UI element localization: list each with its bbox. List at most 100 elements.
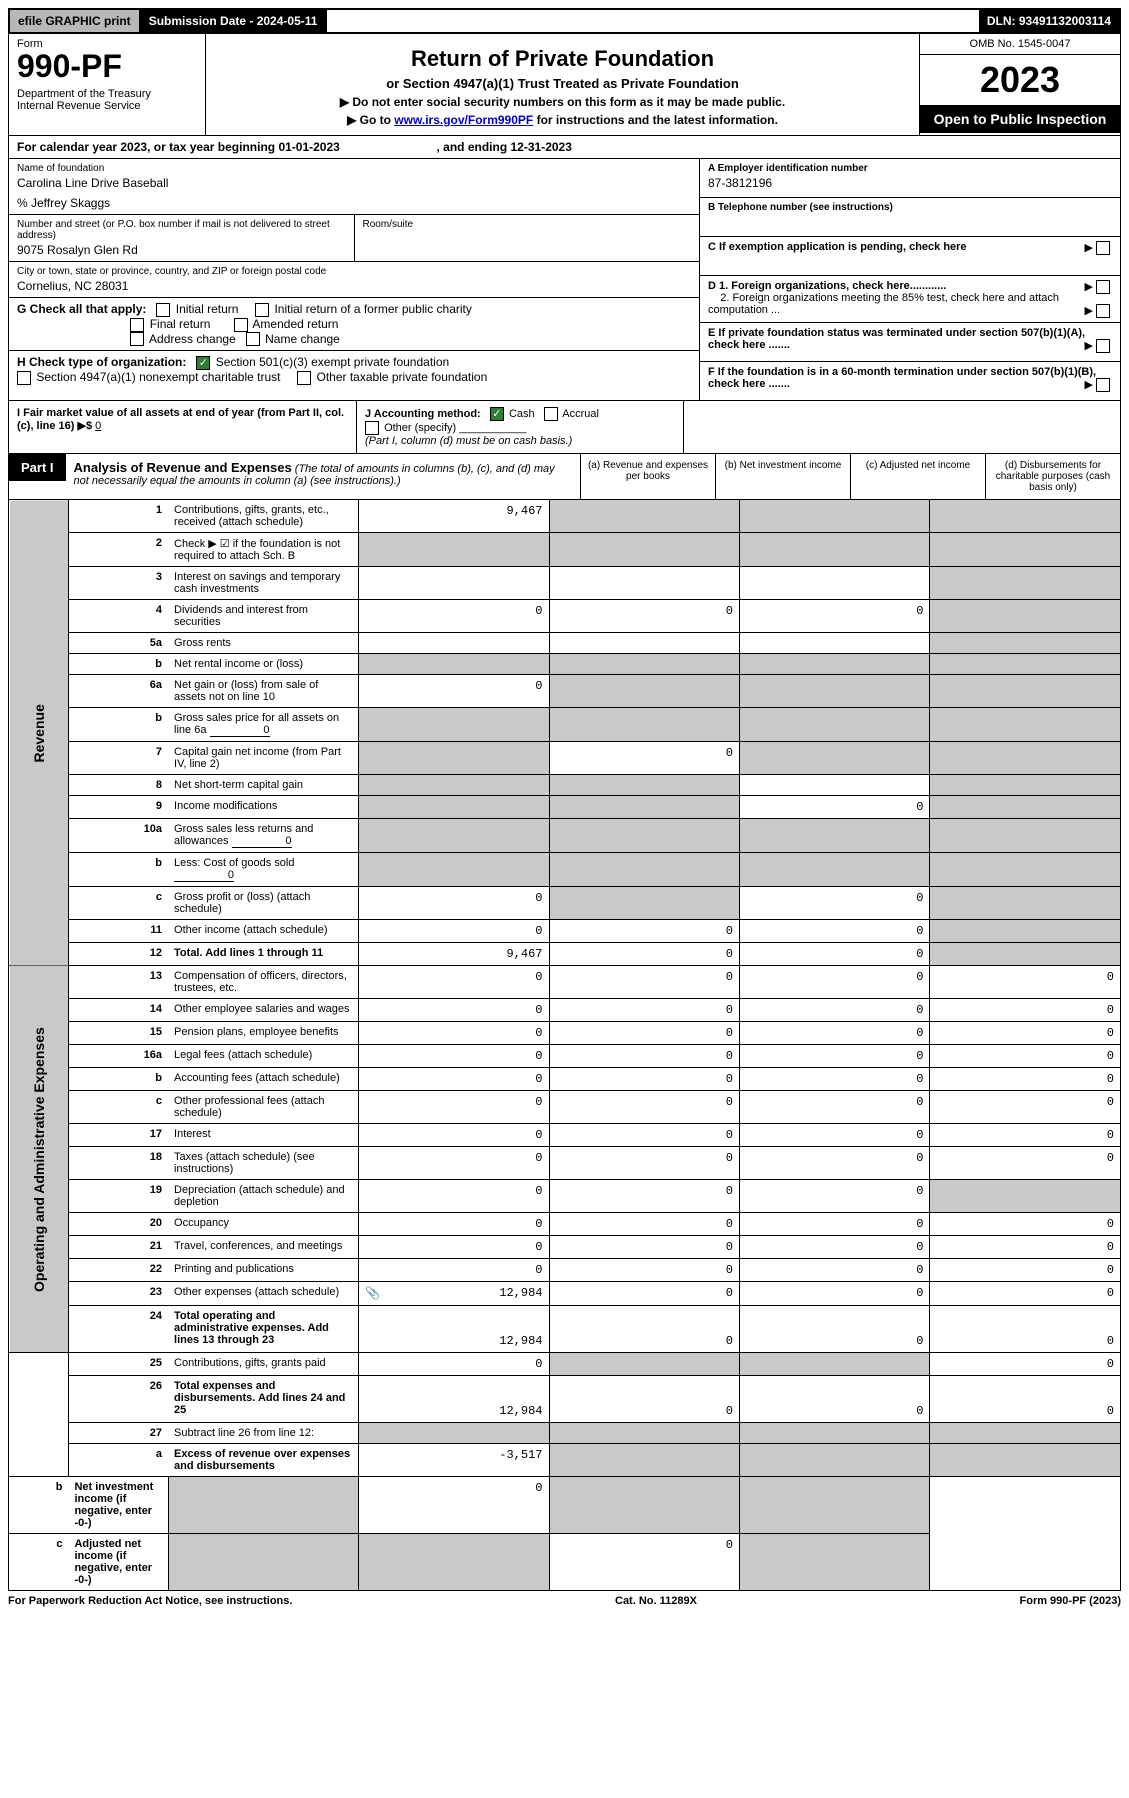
checkbox-other-taxable[interactable] bbox=[297, 371, 311, 385]
cell-c: 0 bbox=[739, 1068, 929, 1091]
top-bar: efile GRAPHIC print Submission Date - 20… bbox=[8, 8, 1121, 34]
cell-b bbox=[549, 1353, 739, 1376]
cell-b: 0 bbox=[549, 1282, 739, 1306]
cell-c bbox=[739, 533, 929, 567]
cell-c: 0 bbox=[739, 999, 929, 1022]
checkbox-e[interactable] bbox=[1096, 339, 1110, 353]
cell-d: 0 bbox=[930, 1282, 1121, 1306]
cell-d bbox=[930, 500, 1121, 533]
cell-d bbox=[930, 708, 1121, 742]
line-description: Gross sales price for all assets on line… bbox=[168, 708, 358, 742]
line-number: 19 bbox=[68, 1180, 168, 1213]
line-number: 8 bbox=[68, 775, 168, 796]
cell-d: 0 bbox=[930, 999, 1121, 1022]
cell-c: 0 bbox=[739, 887, 929, 920]
cell-b: 0 bbox=[359, 1477, 549, 1534]
line-description: Taxes (attach schedule) (see instruction… bbox=[168, 1147, 358, 1180]
room-label: Room/suite bbox=[363, 219, 692, 230]
open-to-public: Open to Public Inspection bbox=[920, 105, 1120, 133]
cell-a: 9,467 bbox=[359, 500, 549, 533]
checkbox-other-method[interactable] bbox=[365, 421, 379, 435]
checkbox-cash[interactable]: ✓ bbox=[490, 407, 504, 421]
cell-a: 0 bbox=[359, 1180, 549, 1213]
cell-a: 0 bbox=[359, 966, 549, 999]
checkbox-f[interactable] bbox=[1096, 378, 1110, 392]
line-number: 20 bbox=[68, 1213, 168, 1236]
cell-b: 0 bbox=[549, 1045, 739, 1068]
line-number: 9 bbox=[68, 796, 168, 819]
cell-a bbox=[359, 775, 549, 796]
cell-b: 0 bbox=[549, 742, 739, 775]
checkbox-501c3[interactable]: ✓ bbox=[196, 356, 210, 370]
cell-c bbox=[739, 853, 929, 887]
cell-b bbox=[549, 708, 739, 742]
cell-b bbox=[549, 500, 739, 533]
side-expenses: Operating and Administrative Expenses bbox=[9, 966, 69, 1353]
instruction-2: ▶ Go to www.irs.gov/Form990PF for instru… bbox=[214, 113, 911, 127]
city: Cornelius, NC 28031 bbox=[17, 279, 691, 293]
checkbox-name-change[interactable] bbox=[246, 332, 260, 346]
cell-a: 0 bbox=[359, 1259, 549, 1282]
cell-a: 12,984 bbox=[359, 1306, 549, 1353]
cell-c: 0 bbox=[739, 1282, 929, 1306]
line-number: a bbox=[68, 1444, 168, 1477]
cell-b bbox=[549, 567, 739, 600]
fmv-label: I Fair market value of all assets at end… bbox=[17, 407, 344, 432]
cell-d: 0 bbox=[930, 1147, 1121, 1180]
line-description: Other expenses (attach schedule) bbox=[168, 1282, 358, 1306]
cell-a bbox=[359, 708, 549, 742]
cell-b bbox=[549, 853, 739, 887]
line-description: Adjusted net income (if negative, enter … bbox=[68, 1534, 168, 1591]
cell-c: 0 bbox=[739, 920, 929, 943]
line-description: Pension plans, employee benefits bbox=[168, 1022, 358, 1045]
cell-c bbox=[549, 1477, 739, 1534]
cell-b: 0 bbox=[549, 1180, 739, 1213]
cell-b: 0 bbox=[549, 966, 739, 999]
line-number: 12 bbox=[68, 943, 168, 966]
cell-c bbox=[739, 633, 929, 654]
ein-label: A Employer identification number bbox=[708, 163, 1112, 174]
form-header: Form 990-PF Department of the Treasury I… bbox=[8, 34, 1121, 136]
line-description: Contributions, gifts, grants, etc., rece… bbox=[168, 500, 358, 533]
section-h: H Check type of organization: ✓ Section … bbox=[9, 351, 699, 389]
cell-b bbox=[549, 819, 739, 853]
omb-number: OMB No. 1545-0047 bbox=[920, 34, 1120, 55]
cell-d: 0 bbox=[930, 1068, 1121, 1091]
checkbox-d2[interactable] bbox=[1096, 304, 1110, 318]
cell-c bbox=[739, 1423, 929, 1444]
part1-label: Part I bbox=[9, 454, 66, 481]
cell-d: 0 bbox=[930, 1022, 1121, 1045]
line-number: 17 bbox=[68, 1124, 168, 1147]
cell-d: 0 bbox=[930, 1045, 1121, 1068]
section-g: G Check all that apply: Initial return I… bbox=[9, 298, 699, 351]
cell-b: 0 bbox=[549, 1376, 739, 1423]
checkbox-c[interactable] bbox=[1096, 241, 1110, 255]
line-number: 5a bbox=[68, 633, 168, 654]
cell-b: 0 bbox=[549, 920, 739, 943]
checkbox-amended[interactable] bbox=[234, 318, 248, 332]
address-label: Number and street (or P.O. box number if… bbox=[17, 219, 346, 241]
checkbox-4947a1[interactable] bbox=[17, 371, 31, 385]
checkbox-address-change[interactable] bbox=[130, 332, 144, 346]
checkbox-accrual[interactable] bbox=[544, 407, 558, 421]
checkbox-initial-former[interactable] bbox=[255, 303, 269, 317]
checkbox-d1[interactable] bbox=[1096, 280, 1110, 294]
cell-b: 0 bbox=[549, 943, 739, 966]
line-number: b bbox=[68, 853, 168, 887]
col-d-header: (d) Disbursements for charitable purpose… bbox=[985, 454, 1120, 499]
side-revenue: Revenue bbox=[9, 500, 69, 966]
checkbox-final-return[interactable] bbox=[130, 318, 144, 332]
irs-link[interactable]: www.irs.gov/Form990PF bbox=[394, 113, 533, 127]
col-a-header: (a) Revenue and expenses per books bbox=[580, 454, 715, 499]
cell-a: -3,517 bbox=[359, 1444, 549, 1477]
line-number: c bbox=[68, 887, 168, 920]
cell-a: 0 bbox=[359, 1353, 549, 1376]
cell-c: 0 bbox=[739, 1213, 929, 1236]
line-number: 27 bbox=[68, 1423, 168, 1444]
section-c: C If exemption application is pending, c… bbox=[700, 237, 1120, 276]
checkbox-initial-return[interactable] bbox=[156, 303, 170, 317]
instruction-1: ▶ Do not enter social security numbers o… bbox=[214, 95, 911, 109]
line-number: 25 bbox=[68, 1353, 168, 1376]
form-subtitle: or Section 4947(a)(1) Trust Treated as P… bbox=[214, 76, 911, 91]
line-description: Interest bbox=[168, 1124, 358, 1147]
